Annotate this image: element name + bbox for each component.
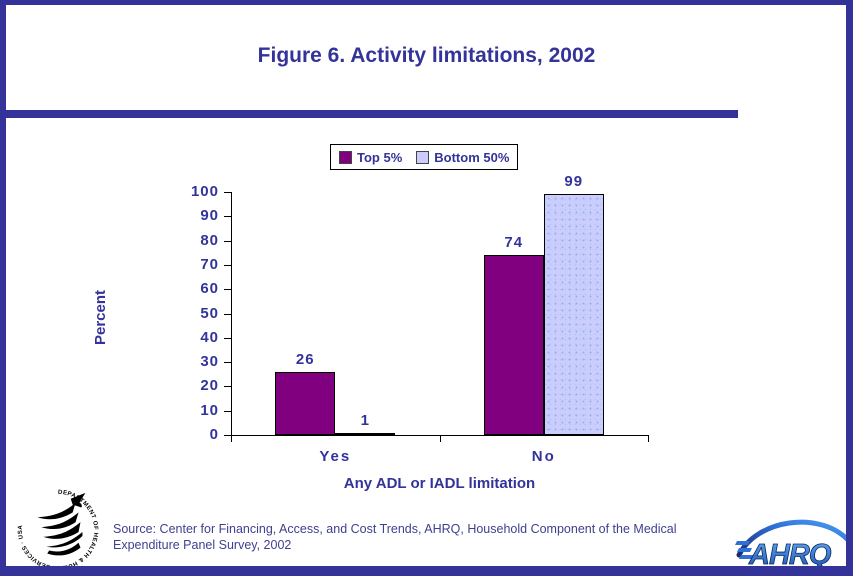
bar-no-0 — [483, 255, 544, 435]
legend-swatch-icon — [339, 150, 352, 164]
bar-yes-0 — [275, 371, 336, 435]
y-axis-tick-label: 20 — [200, 377, 219, 395]
category-label-no: No — [531, 448, 556, 465]
bar-value-label: 1 — [360, 411, 370, 429]
y-axis-tick — [224, 289, 231, 291]
y-axis-tick — [224, 337, 231, 339]
bar-value-label: 74 — [504, 234, 524, 252]
y-axis-tick-label: 70 — [200, 255, 219, 273]
legend-item-0: Top 5% — [339, 150, 402, 165]
y-axis-title: Percent — [92, 289, 109, 345]
hhs-eagle-logo: DEPARTMENT OF HEALTH & HUMAN SERVICES · … — [18, 490, 98, 571]
ahrq-logo: AHRQ — [735, 519, 850, 571]
y-axis-tick-label: 10 — [200, 401, 219, 419]
legend-item-1: Bottom 50% — [416, 150, 509, 165]
y-axis-tick — [224, 264, 231, 266]
x-axis-title: Any ADL or IADL limitation — [343, 475, 536, 492]
bar-value-label: 26 — [295, 350, 315, 368]
title-divider-bar — [0, 110, 738, 118]
svg-text:DEPARTMENT OF HEALTH & HUMAN S: DEPARTMENT OF HEALTH & HUMAN SERVICES · … — [18, 490, 98, 571]
y-axis-tick-label: 40 — [200, 328, 219, 346]
source-line-2: Expenditure Panel Survey, 2002 — [113, 538, 292, 552]
y-axis-tick — [224, 410, 231, 412]
y-axis-tick-label: 80 — [200, 231, 219, 249]
legend-label: Bottom 50% — [434, 149, 510, 165]
bar-no-1 — [543, 194, 604, 435]
y-axis-line — [231, 192, 232, 436]
source-line-1: Source: Center for Financing, Access, an… — [113, 522, 677, 536]
x-axis-tick — [231, 435, 232, 442]
x-axis-tick — [648, 435, 649, 442]
y-axis-tick-label: 50 — [200, 304, 219, 322]
bar-value-label: 99 — [564, 173, 584, 191]
x-axis-tick — [439, 435, 441, 442]
y-axis-tick-label: 0 — [209, 426, 219, 443]
y-axis-tick — [224, 192, 231, 193]
source-note: Source: Center for Financing, Access, an… — [113, 521, 728, 553]
y-axis-tick — [224, 240, 231, 242]
y-axis-tick — [224, 313, 231, 315]
y-axis-tick-label: 60 — [200, 280, 219, 298]
chart-legend: Top 5% Bottom 50% — [330, 144, 519, 170]
hhs-eagle-glyph — [37, 492, 86, 556]
ahrq-wordmark: AHRQ — [748, 539, 832, 571]
hhs-circular-text: DEPARTMENT OF HEALTH & HUMAN SERVICES · … — [18, 490, 98, 571]
y-axis-tick — [224, 362, 231, 364]
legend-label: Top 5% — [357, 149, 403, 165]
chart-title: Figure 6. Activity limitations, 2002 — [257, 44, 596, 67]
legend-swatch-icon — [416, 150, 430, 164]
y-axis-tick — [224, 386, 231, 388]
category-label-yes: Yes — [319, 448, 352, 465]
bar-yes-1 — [335, 432, 396, 435]
y-axis-tick-label: 30 — [200, 353, 219, 371]
y-axis-tick-label: 100 — [190, 183, 219, 200]
ahrq-speed-lines — [735, 541, 754, 559]
y-axis-tick-label: 90 — [200, 207, 219, 225]
y-axis-tick — [224, 216, 231, 218]
y-axis-tick — [224, 435, 231, 436]
